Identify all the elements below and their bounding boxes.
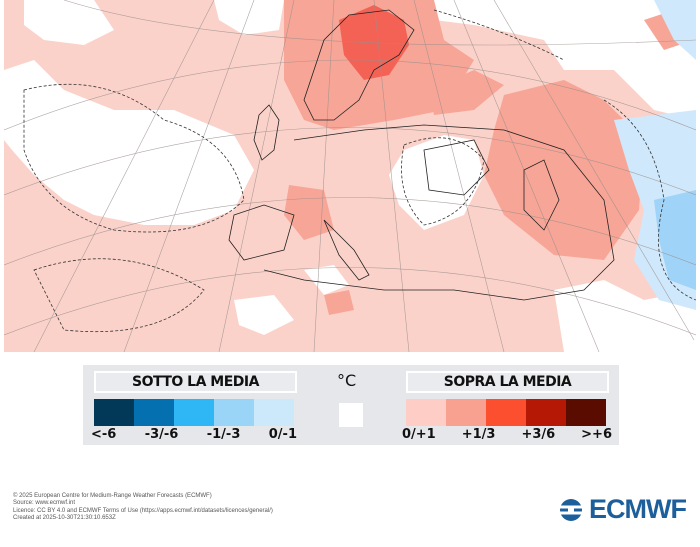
graticule: [4, 0, 696, 352]
below-labels: <-6 -3/-6 -1/-3 0/-1: [91, 427, 297, 442]
footer-line: Licence: CC BY 4.0 and ECMWF Terms of Us…: [13, 507, 273, 514]
ecmwf-logo: ECMWF: [556, 494, 687, 525]
logo-text: ECMWF: [589, 494, 687, 524]
footer-line: © 2025 European Centre for Medium-Range …: [13, 493, 212, 499]
label: +3/6: [521, 427, 556, 442]
legend: SOTTO LA MEDIA <-6 -3/-6 -1/-3 0/-1 °C S…: [83, 365, 619, 445]
label: 0/+1: [402, 427, 436, 442]
label: -1/-3: [206, 427, 241, 442]
swatch-below-1-3: [174, 399, 214, 426]
label: >+6: [581, 427, 612, 442]
significance-contours: [23, 9, 696, 333]
neutral-swatch: [339, 403, 363, 427]
cold-areas: [614, 0, 696, 310]
swatch-below-6: [94, 399, 134, 426]
swatch-below-3-6: [134, 399, 174, 426]
copyright-footer: © 2025 European Centre for Medium-Range …: [13, 493, 273, 523]
above-labels: 0/+1 +1/3 +3/6 >+6: [402, 427, 612, 442]
label: 0/-1: [268, 427, 297, 442]
footer-line: Source: www.ecmwf.int: [13, 500, 76, 507]
unit-label: °C: [337, 371, 357, 390]
swatch-above-dark: [566, 399, 606, 426]
above-average-swatches: [406, 399, 606, 426]
above-average-title: SOPRA LA MEDIA: [406, 371, 609, 393]
below-average-title: SOTTO LA MEDIA: [94, 371, 297, 393]
swatch-below-0-1: [214, 399, 254, 426]
label: <-6: [91, 427, 117, 442]
swatch-above-0-1: [406, 399, 446, 426]
footer-line: Created at 2025-10-30T21:30:10.653Z: [13, 515, 116, 522]
swatch-above-6: [526, 399, 566, 426]
below-average-swatches: [94, 399, 294, 426]
coastlines: [228, 9, 615, 301]
ecmwf-logo-icon: [558, 498, 584, 521]
swatch-below-light: [254, 399, 294, 426]
temperature-anomaly-map: [4, 0, 696, 352]
swatch-above-3-6: [486, 399, 526, 426]
label: -3/-6: [144, 427, 179, 442]
neutral-areas: [4, 0, 696, 352]
swatch-above-1-3: [446, 399, 486, 426]
label: +1/3: [461, 427, 496, 442]
